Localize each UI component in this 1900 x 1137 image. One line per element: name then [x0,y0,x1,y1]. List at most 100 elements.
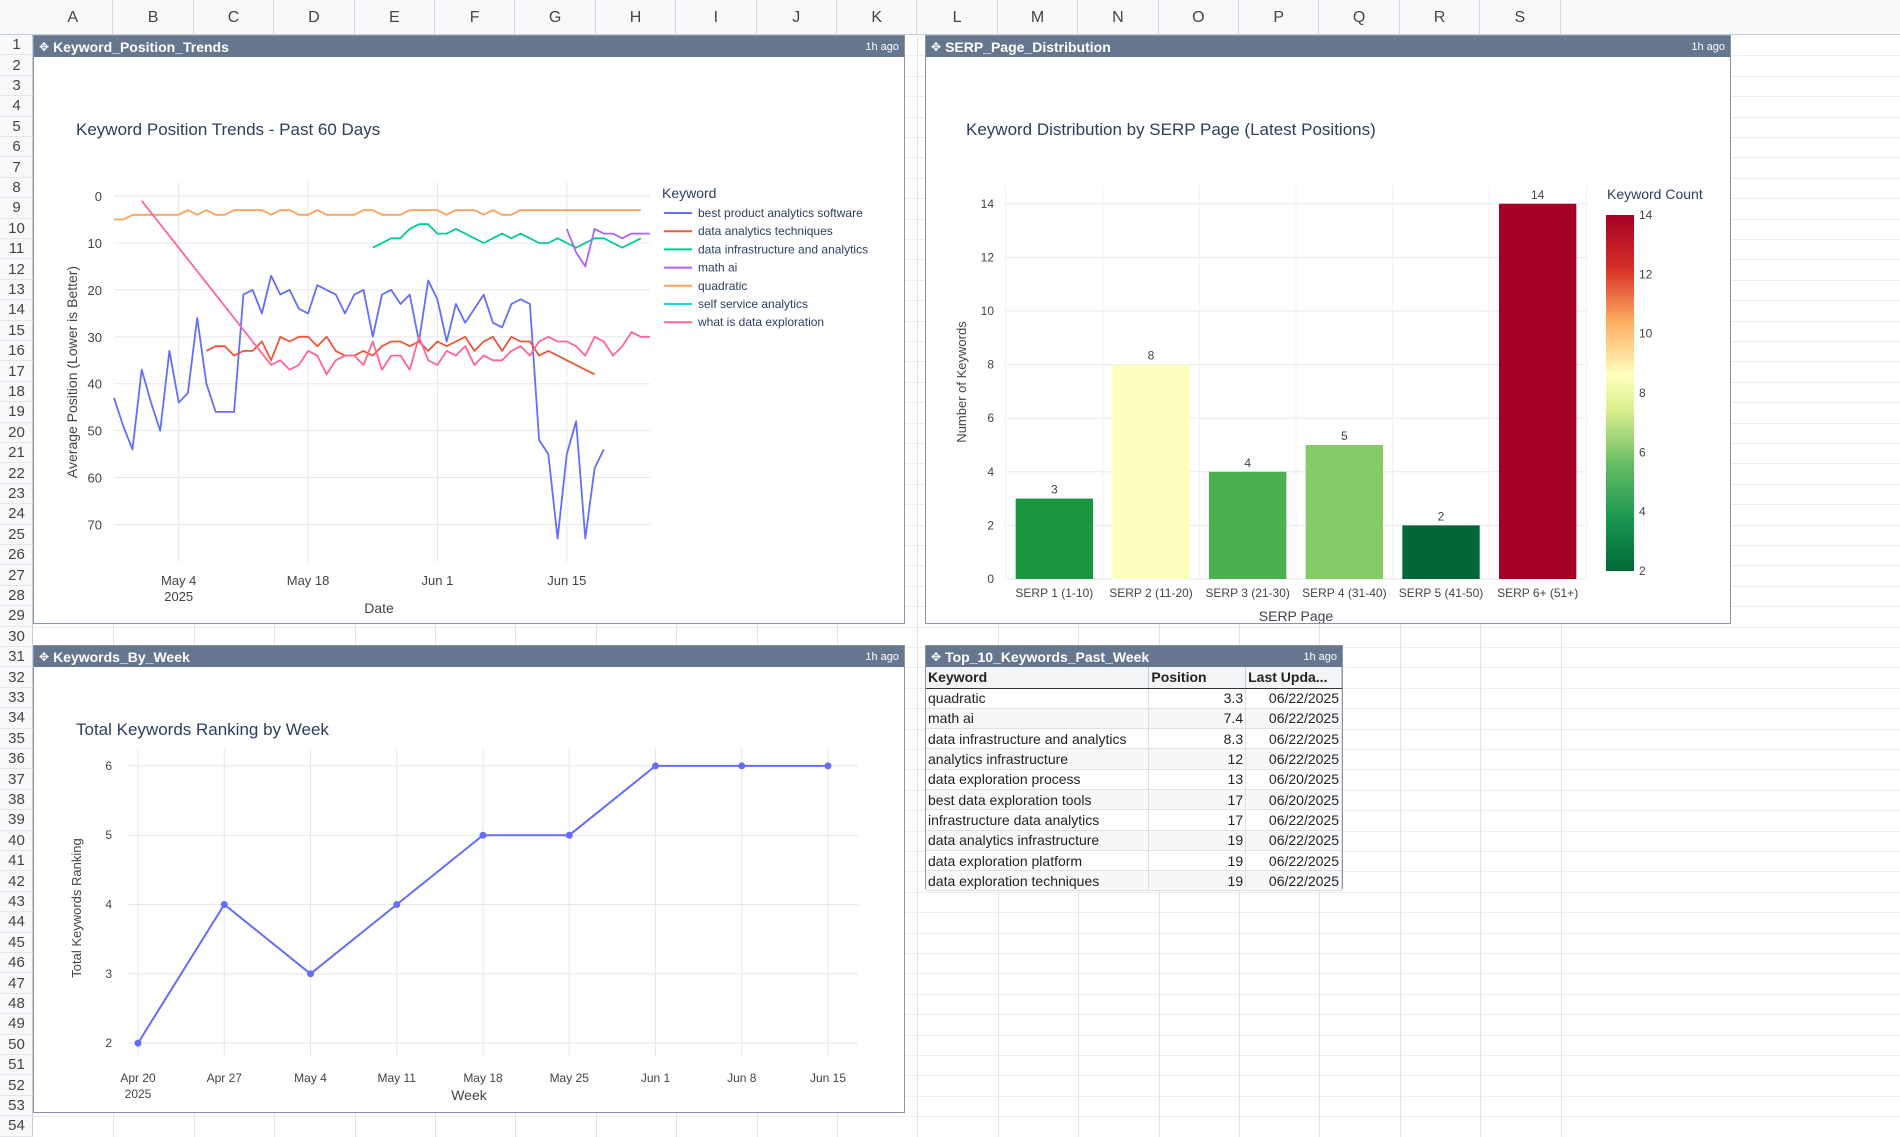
top-keywords-table[interactable]: Keyword Position Last Upda... quadratic 3… [926,667,1342,892]
row-header-36[interactable]: 36 [0,749,33,770]
cell-keyword[interactable]: data exploration techniques [926,870,1150,892]
cell-keyword[interactable]: data exploration process [926,769,1150,790]
cell-last-updated[interactable]: 06/22/2025 [1245,728,1342,750]
row-header-7[interactable]: 7 [0,157,33,178]
row-header-15[interactable]: 15 [0,321,33,341]
row-header-8[interactable]: 8 [0,178,33,199]
table-row[interactable]: math ai 7.4 06/22/2025 [926,708,1342,730]
column-header-d[interactable]: D [274,0,355,35]
column-header-keyword[interactable]: Keyword [926,667,1150,689]
drag-handle-icon[interactable]: ✥ [39,39,50,54]
row-header-10[interactable]: 10 [0,219,33,239]
table-row[interactable]: data exploration techniques 19 06/22/2025 [926,870,1342,892]
row-header-54[interactable]: 54 [0,1116,33,1137]
cell-last-updated[interactable]: 06/22/2025 [1245,870,1342,892]
row-header-1[interactable]: 1 [0,35,33,56]
column-header-o[interactable]: O [1159,0,1239,35]
drag-handle-icon[interactable]: ✥ [39,649,50,664]
row-header-13[interactable]: 13 [0,280,33,301]
table-row[interactable]: infrastructure data analytics 17 06/22/202… [926,809,1342,831]
table-row[interactable]: best data exploration tools 17 06/20/2025 [926,789,1342,811]
row-header-11[interactable]: 11 [0,239,33,260]
panel-top-10-keywords[interactable]: ✥ Top_10_Keywords_Past_Week 1h ago Keywo… [925,645,1343,892]
row-header-5[interactable]: 5 [0,117,33,137]
panel-keywords-by-week[interactable]: ✥ Keywords_By_Week 1h ago Total Keywords… [33,645,905,1113]
row-header-6[interactable]: 6 [0,137,33,158]
column-header-a[interactable]: A [33,0,114,35]
row-header-20[interactable]: 20 [0,423,33,443]
column-header-j[interactable]: J [757,0,837,35]
column-header-c[interactable]: C [194,0,275,35]
table-row[interactable]: quadratic 3.3 06/22/2025 [926,688,1342,709]
bar-chart-serp-distribution[interactable]: Keyword Distribution by SERP Page (Lates… [926,57,1730,623]
row-header-34[interactable]: 34 [0,708,33,729]
column-header-l[interactable]: L [917,0,998,35]
row-header-52[interactable]: 52 [0,1075,33,1096]
cell-keyword[interactable]: quadratic [926,688,1150,709]
column-header-position[interactable]: Position [1148,667,1247,689]
cell-position[interactable]: 19 [1148,830,1247,851]
row-header-49[interactable]: 49 [0,1014,33,1035]
row-header-29[interactable]: 29 [0,606,33,627]
table-row[interactable]: analytics infrastructure 12 06/22/2025 [926,748,1342,770]
row-header-35[interactable]: 35 [0,729,33,749]
row-header-47[interactable]: 47 [0,973,33,994]
row-header-26[interactable]: 26 [0,545,33,566]
cell-last-updated[interactable]: 06/22/2025 [1245,830,1342,851]
cell-keyword[interactable]: data infrastructure and analytics [926,728,1150,750]
row-header-21[interactable]: 21 [0,443,33,464]
line-chart-keyword-position-trends[interactable]: Keyword Position Trends - Past 60 Days 0 1… [34,57,904,623]
table-row[interactable]: data exploration process 13 06/20/2025 [926,769,1342,790]
row-header-43[interactable]: 43 [0,892,33,913]
row-header-14[interactable]: 14 [0,300,33,321]
row-header-32[interactable]: 32 [0,667,33,688]
column-header-last-updated[interactable]: Last Upda... [1245,667,1342,689]
row-header-50[interactable]: 50 [0,1035,33,1055]
row-header-38[interactable]: 38 [0,790,33,811]
cell-last-updated[interactable]: 06/20/2025 [1245,769,1342,790]
panel-serp-page-distribution[interactable]: ✥ SERP_Page_Distribution 1h ago Keyword … [925,35,1731,624]
column-header-g[interactable]: G [515,0,596,35]
panel-title-bar[interactable]: ✥ Top_10_Keywords_Past_Week 1h ago [926,646,1342,667]
table-row[interactable]: data infrastructure and analytics 8.3 06/2… [926,728,1342,750]
column-header-k[interactable]: K [837,0,918,35]
panel-keyword-position-trends[interactable]: ✥ Keyword_Position_Trends 1h ago Keyword… [33,35,905,624]
row-header-46[interactable]: 46 [0,953,33,974]
row-header-23[interactable]: 23 [0,484,33,505]
cell-keyword[interactable]: analytics infrastructure [926,748,1150,770]
row-header-16[interactable]: 16 [0,341,33,362]
line-chart-keywords-by-week[interactable]: Total Keywords Ranking by Week 2 3 4 5 6 Apr 2… [34,667,904,1112]
row-header-3[interactable]: 3 [0,76,33,97]
cell-keyword[interactable]: best data exploration tools [926,789,1150,811]
table-row[interactable]: data analytics infrastructure 19 06/22/202… [926,830,1342,851]
cell-last-updated[interactable]: 06/22/2025 [1245,850,1342,872]
column-header-p[interactable]: P [1239,0,1320,35]
cell-position[interactable]: 12 [1148,748,1247,770]
panel-title-bar[interactable]: ✥ Keyword_Position_Trends 1h ago [34,36,904,57]
column-header-n[interactable]: N [1078,0,1159,35]
row-header-9[interactable]: 9 [0,198,33,219]
cell-position[interactable]: 7.4 [1148,708,1247,730]
column-header-r[interactable]: R [1400,0,1481,35]
cell-last-updated[interactable]: 06/22/2025 [1245,708,1342,730]
cell-position[interactable]: 17 [1148,789,1247,811]
cell-keyword[interactable]: data exploration platform [926,850,1150,872]
row-header-2[interactable]: 2 [0,55,33,76]
table-row[interactable]: data exploration platform 19 06/22/2025 [926,850,1342,872]
row-header-18[interactable]: 18 [0,382,33,403]
row-header-48[interactable]: 48 [0,994,33,1015]
row-header-42[interactable]: 42 [0,871,33,892]
column-header-i[interactable]: I [676,0,757,35]
drag-handle-icon[interactable]: ✥ [931,649,942,664]
row-header-24[interactable]: 24 [0,504,33,525]
row-header-28[interactable]: 28 [0,586,33,607]
column-header-m[interactable]: M [998,0,1079,35]
row-header-17[interactable]: 17 [0,361,33,382]
row-header-44[interactable]: 44 [0,912,33,933]
panel-title-bar[interactable]: ✥ Keywords_By_Week 1h ago [34,646,904,667]
cell-keyword[interactable]: data analytics infrastructure [926,830,1150,851]
row-header-22[interactable]: 22 [0,463,33,484]
row-header-37[interactable]: 37 [0,769,33,790]
cell-position[interactable]: 19 [1148,870,1247,892]
row-header-25[interactable]: 25 [0,525,33,545]
